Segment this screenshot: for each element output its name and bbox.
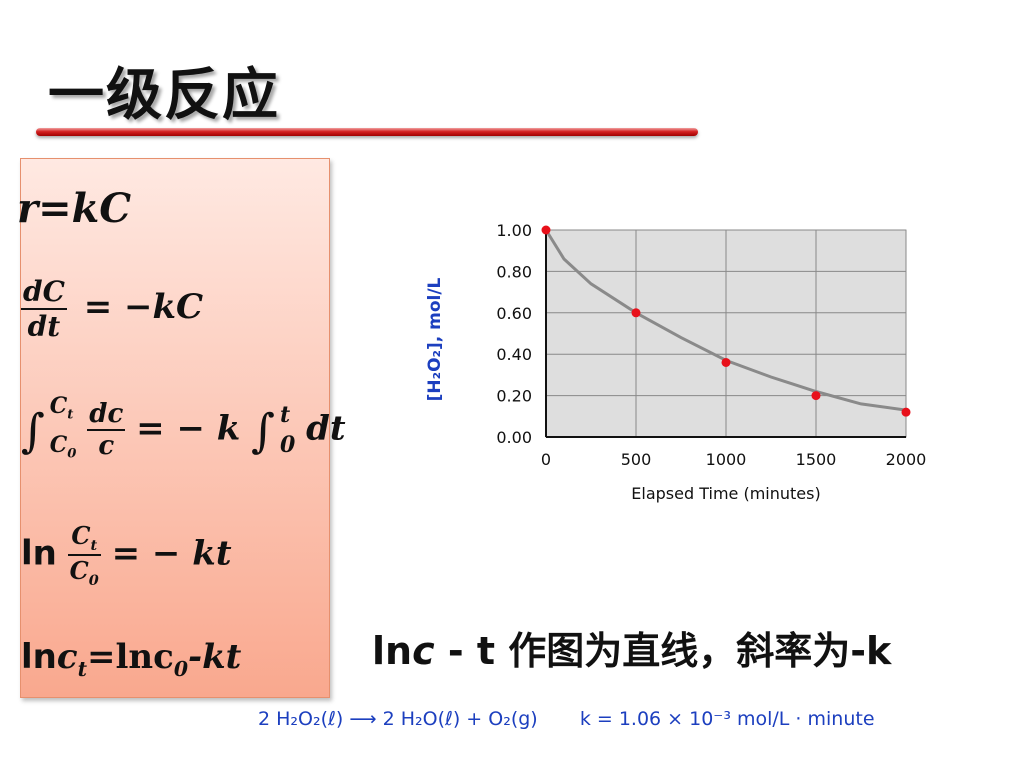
log-linear-equation: lnct=lnc0-kt	[21, 637, 241, 681]
dc-dt-fraction: dC dt	[21, 275, 67, 343]
log-ratio-equation: ln Ct C0 = − kt	[21, 521, 232, 589]
x-tick-label: 2000	[886, 450, 927, 469]
x-axis-label: Elapsed Time (minutes)	[631, 484, 820, 503]
eq-lnc: =lnc	[86, 637, 174, 677]
reaction-equation: 2 H₂O₂(ℓ) ⟶ 2 H₂O(ℓ) + O₂(g) k = 1.06 × …	[258, 708, 875, 730]
data-point	[811, 391, 821, 401]
integral-limits: Ct C0	[50, 391, 77, 470]
decay-curve	[544, 229, 907, 412]
ct-b: c	[56, 637, 78, 677]
reaction-text: 2 H₂O₂(ℓ) ⟶ 2 H₂O(ℓ) + O₂(g)	[258, 708, 538, 730]
ln-a: ln	[21, 637, 57, 677]
lower-limit: C	[49, 432, 68, 459]
diff-rhs: = −kC	[83, 287, 204, 327]
ct-b-sub: t	[77, 656, 87, 681]
lower-limit-sub: 0	[67, 446, 77, 462]
axes	[545, 230, 906, 438]
dc-numerator: dC	[21, 275, 67, 310]
integral-sign: ∫	[21, 403, 45, 458]
note-c: c	[412, 629, 435, 673]
x-tick-label: 1000	[706, 450, 747, 469]
integral-limits-2: t 0	[280, 400, 295, 460]
c0-den-sub: 0	[88, 571, 99, 589]
ct-num: C	[71, 521, 91, 550]
upper-limit-2: t	[279, 402, 291, 429]
differential-rate-equation: dC dt = −kC	[21, 275, 203, 343]
dc-num: dc	[87, 399, 126, 432]
x-tick-label: 0	[541, 450, 551, 469]
y-tick-label: 0.60	[496, 304, 532, 323]
note-rest: - t 作图为直线，斜率为-k	[434, 629, 892, 673]
x-tick-label: 1500	[796, 450, 837, 469]
data-point	[631, 308, 641, 318]
y-axis-label: [H₂O₂], mol/L	[425, 277, 445, 401]
concentration-time-chart: 0 500 1000 1500 2000 0.00 0.20 0.40 0.60 0.80 1.0…	[425, 221, 926, 503]
rate-constant-text: k = 1.06 × 10⁻³ mol/L · minute	[579, 708, 875, 730]
ct-c0-fraction: Ct C0	[67, 521, 101, 589]
plot-note: lnc - t 作图为直线，斜率为-k	[372, 620, 891, 675]
upper-limit: C	[49, 393, 68, 419]
y-tick-label: 0.00	[496, 428, 532, 447]
minus-kt: -kt	[188, 637, 242, 677]
slide-title: 一级反应	[48, 63, 280, 128]
c0-den: C	[69, 555, 89, 585]
ct-num-sub: t	[90, 536, 98, 554]
integral-equation: ∫ Ct C0 dc c = − k ∫ t 0 dt	[21, 391, 346, 470]
note-ln: ln	[372, 629, 413, 673]
integral-tail: dt	[306, 408, 346, 449]
y-tick-label: 0.80	[496, 262, 532, 281]
y-tick-label: 0.20	[496, 387, 532, 406]
dt-denominator: dt	[27, 310, 61, 343]
x-tick-labels: 0 500 1000 1500 2000	[541, 450, 926, 469]
y-tick-labels: 0.00 0.20 0.40 0.60 0.80 1.00	[496, 221, 532, 447]
formula-panel: r=kC dC dt = −kC ∫ Ct C0 dc c = − k ∫ t …	[17, 158, 346, 698]
title-underline	[36, 128, 698, 136]
data-points	[541, 225, 911, 417]
ln-prefix: ln	[21, 533, 57, 574]
c0-sub: 0	[173, 656, 189, 681]
x-tick-label: 500	[621, 450, 652, 469]
lower-limit-2: 0	[279, 432, 296, 459]
rate-law-formula: r=kC	[17, 185, 132, 232]
upper-limit-sub: t	[67, 407, 74, 423]
integral-mid: = − k	[136, 408, 241, 449]
integral-sign-2: ∫	[251, 403, 276, 458]
y-tick-label: 0.40	[496, 345, 532, 364]
data-point	[901, 407, 911, 417]
data-point	[721, 357, 731, 367]
data-point	[541, 225, 551, 235]
y-tick-label: 1.00	[496, 221, 532, 240]
c-den: c	[98, 431, 115, 462]
dc-c-fraction: dc c	[87, 399, 126, 462]
log-ratio-rhs: = − kt	[111, 533, 232, 574]
